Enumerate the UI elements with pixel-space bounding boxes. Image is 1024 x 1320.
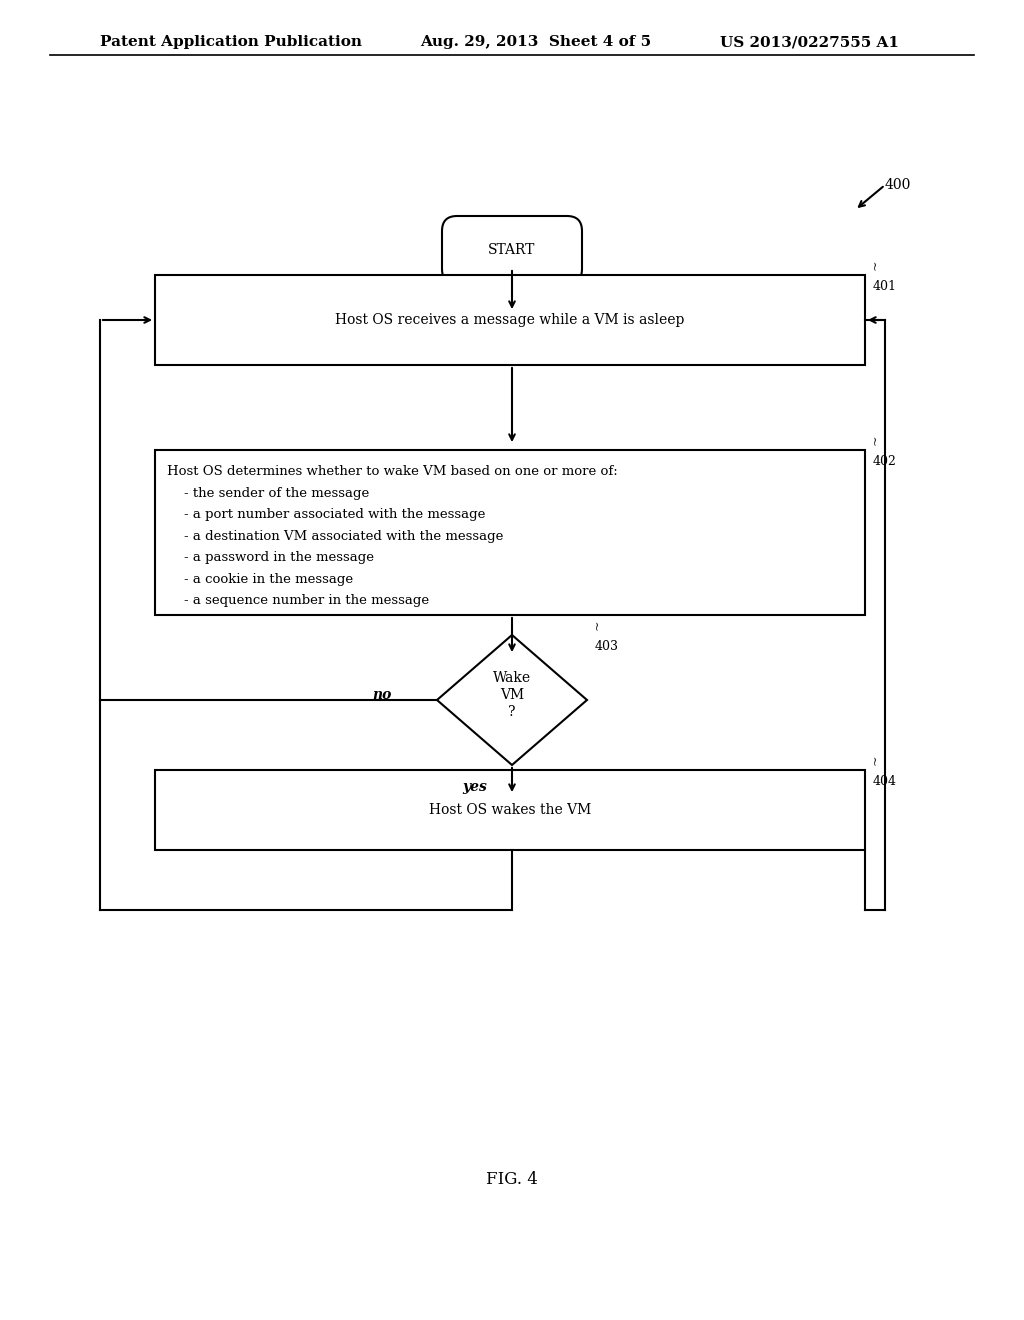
FancyBboxPatch shape: [442, 216, 582, 284]
Text: FIG. 4: FIG. 4: [486, 1172, 538, 1188]
FancyBboxPatch shape: [155, 450, 865, 615]
FancyBboxPatch shape: [155, 275, 865, 366]
Polygon shape: [437, 635, 587, 766]
Text: ~: ~: [869, 260, 882, 271]
Text: 400: 400: [885, 178, 911, 191]
Text: ~: ~: [869, 434, 882, 445]
Text: START: START: [488, 243, 536, 257]
Text: ~: ~: [591, 620, 604, 630]
Text: ~: ~: [869, 755, 882, 766]
Text: - a sequence number in the message: - a sequence number in the message: [167, 594, 429, 607]
Text: Host OS receives a message while a VM is asleep: Host OS receives a message while a VM is…: [335, 313, 685, 327]
Text: 403: 403: [595, 640, 618, 653]
Text: - the sender of the message: - the sender of the message: [167, 487, 370, 499]
Text: Host OS wakes the VM: Host OS wakes the VM: [429, 803, 591, 817]
Text: - a cookie in the message: - a cookie in the message: [167, 573, 353, 586]
Text: no: no: [373, 688, 392, 702]
FancyBboxPatch shape: [155, 770, 865, 850]
Text: 402: 402: [873, 455, 897, 469]
Text: Wake
VM
?: Wake VM ?: [493, 671, 531, 719]
Text: 401: 401: [873, 280, 897, 293]
Text: Aug. 29, 2013  Sheet 4 of 5: Aug. 29, 2013 Sheet 4 of 5: [420, 36, 651, 49]
Text: US 2013/0227555 A1: US 2013/0227555 A1: [720, 36, 899, 49]
Text: - a destination VM associated with the message: - a destination VM associated with the m…: [167, 529, 504, 543]
Text: - a password in the message: - a password in the message: [167, 550, 374, 564]
Text: yes: yes: [462, 780, 486, 795]
Text: Host OS determines whether to wake VM based on one or more of:: Host OS determines whether to wake VM ba…: [167, 465, 617, 478]
Text: 404: 404: [873, 775, 897, 788]
Text: Patent Application Publication: Patent Application Publication: [100, 36, 362, 49]
Text: - a port number associated with the message: - a port number associated with the mess…: [167, 508, 485, 521]
